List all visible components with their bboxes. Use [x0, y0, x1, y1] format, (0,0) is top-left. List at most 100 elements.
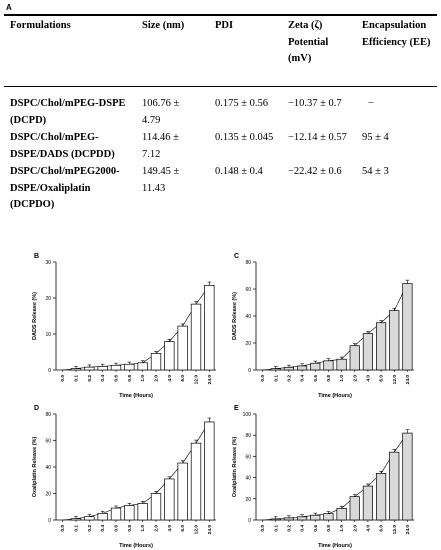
row-1-ee: − [368, 98, 374, 109]
x-tick-label-b: 2.0 [154, 375, 160, 382]
header-formulations: Formulations [10, 20, 71, 31]
x-tick-label-c: 24.0 [405, 375, 411, 385]
x-axis-label-e: Time (Hours) [318, 543, 352, 549]
x-tick-label-d: 6.0 [180, 525, 186, 532]
y-axis-label-c: DADS Release (%) [232, 292, 238, 340]
bar-c [283, 366, 295, 371]
y-tick-label-d: 80 [45, 412, 51, 418]
row-2-size: 114.46 ± 7.12 [142, 132, 179, 160]
y-tick-label-e: 20 [245, 497, 251, 503]
x-tick-label-e: 1.0 [339, 525, 345, 532]
x-tick-label-b: 0.4 [100, 375, 106, 382]
bar-b [124, 363, 135, 371]
x-axis-label-d: Time (Hours) [119, 543, 153, 549]
y-tick-label-b: 10 [45, 332, 51, 338]
x-tick-label-b: 0.0 [60, 375, 66, 382]
y-tick-label-e: 100 [243, 412, 252, 418]
bar-b [84, 366, 95, 371]
x-tick-label-e: 24.0 [405, 525, 411, 535]
x-axis-label-c: Time (Hours) [318, 393, 352, 399]
y-tick-label-b: 20 [45, 296, 51, 302]
bar-c [389, 310, 400, 371]
bar-e [349, 496, 360, 521]
x-tick-label-b: 0.8 [127, 375, 133, 382]
row-3-zeta: −22.42 ± 0.6 [288, 166, 342, 177]
bar-b [70, 368, 82, 371]
bar-c [336, 358, 347, 371]
x-tick-label-d: 0.2 [87, 525, 93, 532]
x-tick-label-d: 0.0 [60, 525, 66, 532]
x-tick-label-c: 0.0 [260, 375, 266, 382]
panel-label-b: B [34, 253, 39, 260]
x-tick-label-e: 6.0 [379, 525, 385, 532]
y-tick-label-c: 20 [245, 341, 251, 347]
x-tick-label-e: 0.1 [273, 525, 279, 532]
row-1-size: 106.76 ± 4.79 [142, 98, 180, 126]
bar-d [137, 503, 148, 521]
row-2-pdi: 0.135 ± 0.045 [215, 132, 274, 143]
panel-label-c: C [234, 253, 239, 260]
row-2-ee: 95 ± 4 [362, 132, 389, 143]
bar-b [204, 285, 215, 371]
bar-d [124, 505, 135, 521]
x-tick-label-d: 0.8 [127, 525, 133, 532]
chart-panel-c: C 0 20 40 60 80 DADS Release (%) 0.0 0.1 0.2 0.4 0.… [232, 253, 414, 399]
bar-e [323, 513, 334, 521]
row-3-formulation: DSPC/Chol/mPEG2000-DSPE/Oxaliplatin (DCP… [10, 166, 120, 210]
bar-b [97, 366, 108, 371]
y-tick-label-d: 20 [45, 492, 51, 498]
bar-b [190, 303, 202, 371]
panel-label-e: E [234, 405, 239, 412]
x-tick-label-c: 0.6 [313, 375, 319, 382]
x-tick-label-c: 0.1 [273, 375, 279, 382]
bar-b [137, 362, 148, 371]
row-3-ee: 54 ± 3 [362, 166, 389, 177]
y-tick-label-e: 0 [248, 518, 251, 524]
bar-d [204, 421, 215, 521]
x-tick-label-c: 6.0 [379, 375, 385, 382]
bar-b [110, 364, 122, 371]
bar-d [84, 516, 95, 521]
y-axis-label-e: Oxaliplatin Release (%) [232, 437, 238, 498]
x-tick-label-b: 12.0 [194, 375, 200, 385]
bar-e [375, 473, 387, 521]
bar-d [70, 518, 82, 521]
y-tick-label-c: 80 [245, 260, 251, 266]
bar-c [375, 322, 387, 371]
bar-e [389, 451, 400, 521]
table-top-rule [4, 14, 437, 16]
bar-c [402, 283, 413, 371]
x-tick-label-b: 0.2 [87, 375, 93, 382]
bar-b [177, 325, 188, 371]
row-3-pdi: 0.148 ± 0.4 [215, 166, 263, 177]
x-tick-label-e: 0.8 [326, 525, 332, 532]
x-tick-label-e: 0.0 [260, 525, 266, 532]
bar-b [150, 353, 162, 371]
bar-e [362, 485, 374, 521]
x-tick-label-b: 0.1 [74, 375, 80, 382]
formulation-table: A Formulations Size (nm) PDI Zeta (ζ) Po… [0, 0, 441, 225]
x-tick-label-d: 1.0 [140, 525, 146, 532]
row-1-formulation: DSPC/Chol/mPEG-DSPE (DCPD) [10, 98, 126, 126]
bar-e [336, 507, 347, 521]
x-tick-label-e: 0.6 [313, 525, 319, 532]
x-tick-label-c: 4.0 [365, 375, 371, 382]
panel-label-d: D [34, 405, 39, 412]
x-tick-label-d: 24.0 [207, 525, 213, 535]
bar-d [110, 507, 122, 521]
x-tick-label-e: 4.0 [365, 525, 371, 532]
bar-d [164, 478, 175, 521]
y-axis-label-d: Oxaliplatin Release (%) [32, 437, 38, 498]
x-tick-label-d: 4.0 [167, 525, 173, 532]
x-tick-label-c: 12.0 [392, 375, 398, 385]
y-tick-label-c: 60 [245, 287, 251, 293]
table-header-rule [4, 86, 437, 87]
bar-d [150, 493, 162, 521]
x-tick-label-c: 0.2 [286, 375, 292, 382]
x-tick-label-e: 0.2 [286, 525, 292, 532]
y-tick-label-d: 40 [45, 465, 51, 471]
header-ee: Encapsulation Efficiency (EE) [362, 20, 431, 48]
x-tick-label-d: 0.4 [100, 525, 106, 532]
y-tick-label-b: 0 [48, 368, 51, 374]
x-tick-label-b: 1.0 [140, 375, 146, 382]
